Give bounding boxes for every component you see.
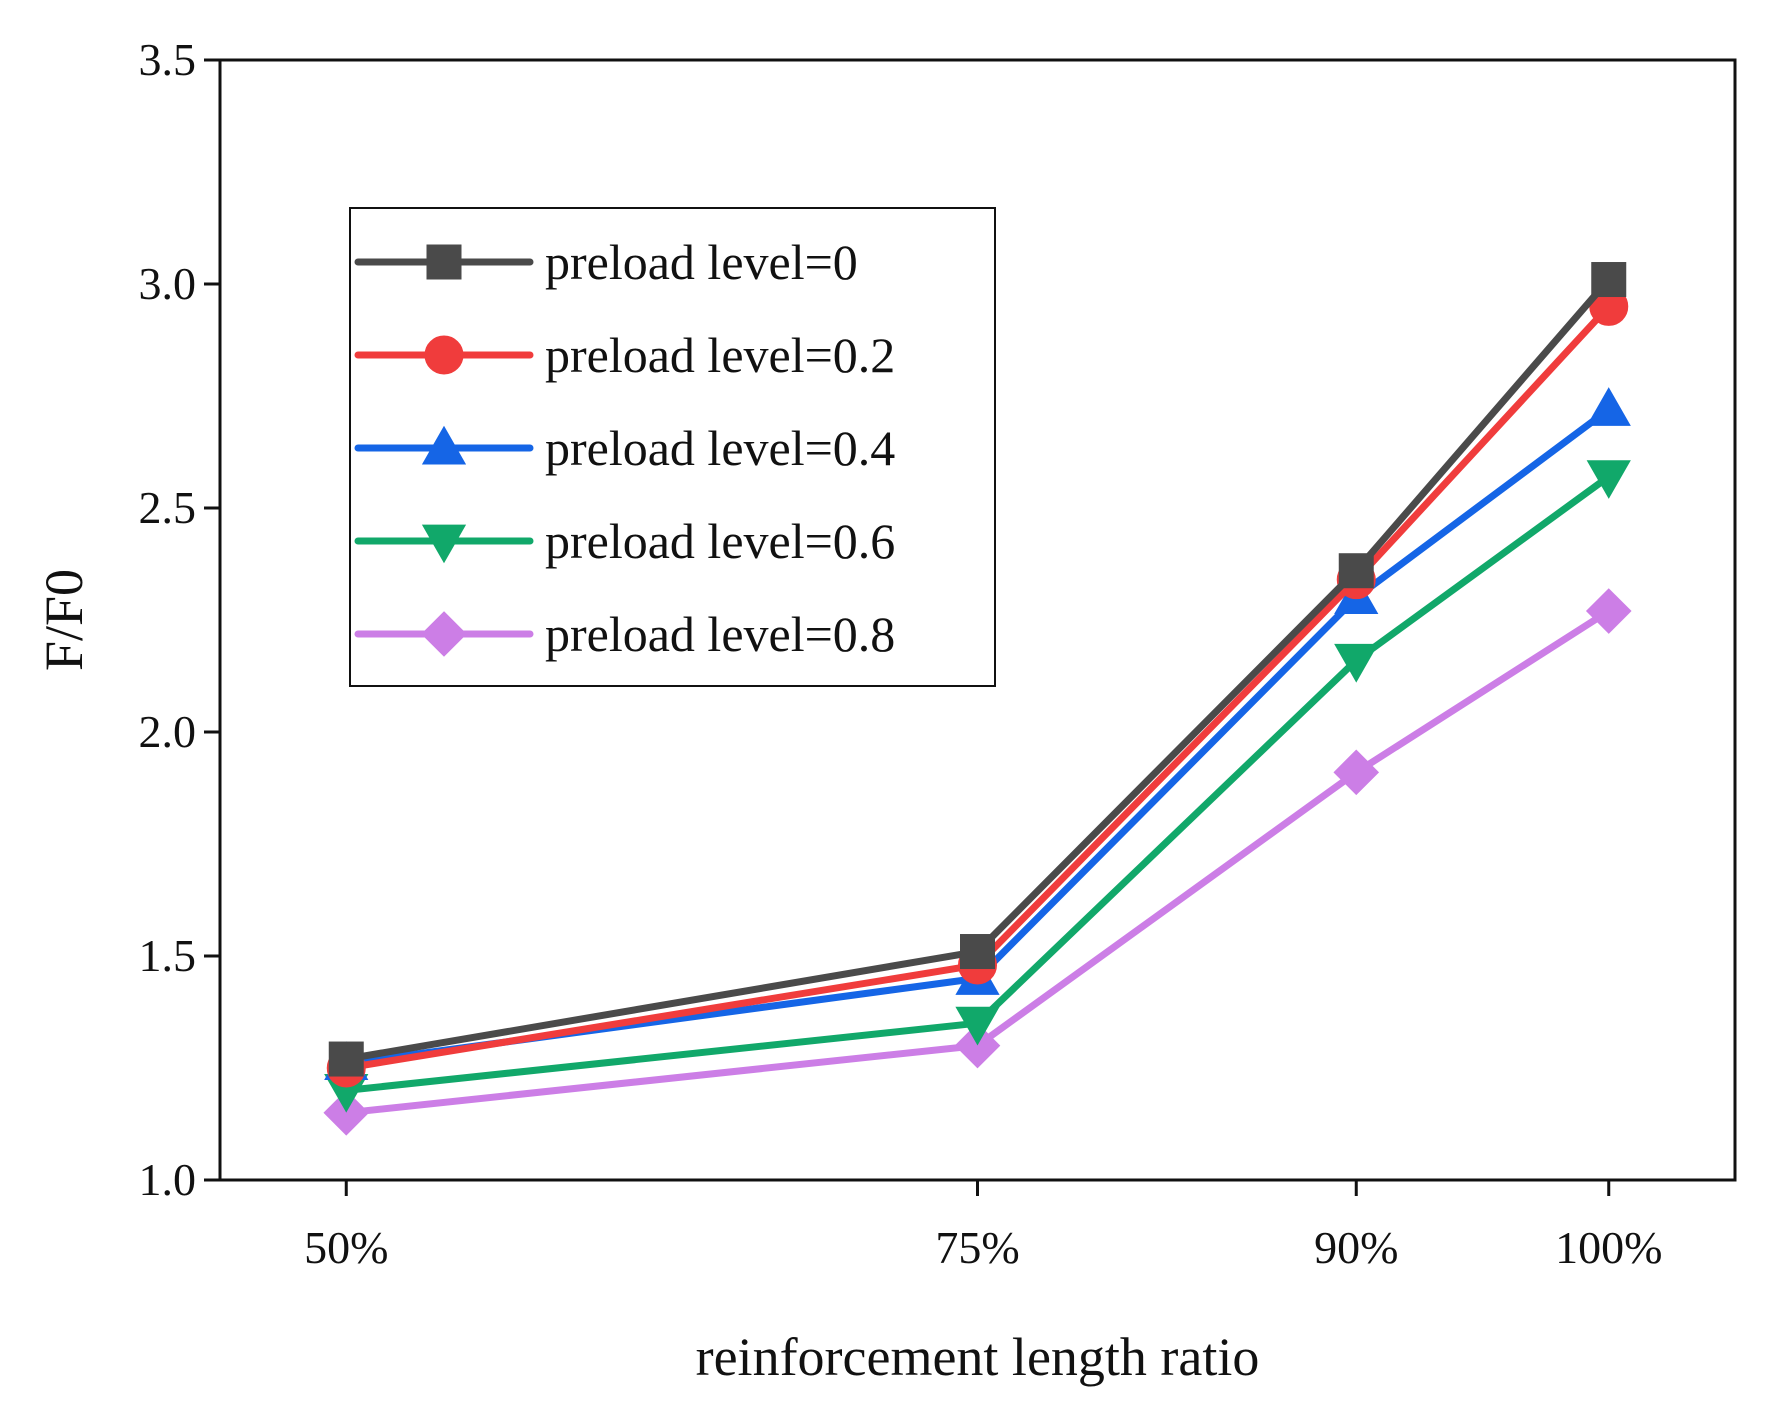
legend-marker [426, 244, 462, 280]
data-point [323, 1089, 370, 1136]
legend-label: preload level=0.8 [545, 606, 895, 662]
data-point [954, 1022, 1001, 1069]
legend-item: preload level=0.6 [354, 513, 895, 569]
series-line [342, 607, 1613, 1117]
data-point [960, 934, 995, 970]
series-line [342, 405, 1613, 1068]
series-line [342, 276, 1613, 1063]
data-point [1586, 387, 1631, 426]
legend: preload level=0 preload level=0.2 preload … [349, 207, 996, 687]
legend-label: preload level=0.6 [545, 513, 895, 569]
legend-label: preload level=0 [545, 234, 858, 290]
y-tick-label: 3.0 [139, 258, 197, 309]
x-tick-label: 75% [935, 1222, 1019, 1273]
y-tick-label: 1.5 [139, 930, 197, 981]
legend-item: preload level=0.8 [354, 606, 895, 662]
axes: 1.0 1.5 2.0 2.5 3.0 3.5 50% 75% 90% 100% [139, 34, 1737, 1273]
data-point [1338, 553, 1374, 589]
legend-marker [421, 425, 467, 465]
legend-item: preload level=0.2 [354, 327, 895, 383]
legend-marker [421, 611, 467, 657]
data-point [1585, 588, 1632, 634]
y-tick-label: 3.5 [139, 34, 197, 85]
series-line [342, 302, 1613, 1072]
x-tick-label: 100% [1555, 1222, 1662, 1273]
legend-label: preload level=0.4 [545, 420, 895, 476]
x-tick-label: 50% [304, 1222, 388, 1273]
y-tick-label: 2.5 [139, 482, 197, 533]
x-axis-title: reinforcement length ratio [696, 1327, 1260, 1387]
x-tick-label: 90% [1314, 1222, 1398, 1273]
data-point [955, 1006, 1000, 1046]
legend-marker [424, 335, 464, 375]
data-point [1333, 749, 1380, 796]
data-point [1586, 460, 1631, 499]
y-tick-label: 1.0 [139, 1154, 197, 1205]
data-point [328, 1041, 364, 1077]
data-point [1591, 262, 1627, 298]
series-4 [323, 588, 1632, 1136]
series-line [342, 473, 1613, 1094]
y-axis-title: F/F0 [34, 569, 94, 671]
series-group [323, 262, 1632, 1136]
legend-marker [421, 524, 467, 564]
legend-item: preload level=0 [354, 234, 858, 290]
legend-label: preload level=0.2 [545, 327, 895, 383]
legend-item: preload level=0.4 [354, 420, 895, 476]
series-0 [328, 262, 1627, 1077]
data-point [1334, 643, 1379, 683]
y-tick-label: 2.0 [139, 706, 197, 757]
